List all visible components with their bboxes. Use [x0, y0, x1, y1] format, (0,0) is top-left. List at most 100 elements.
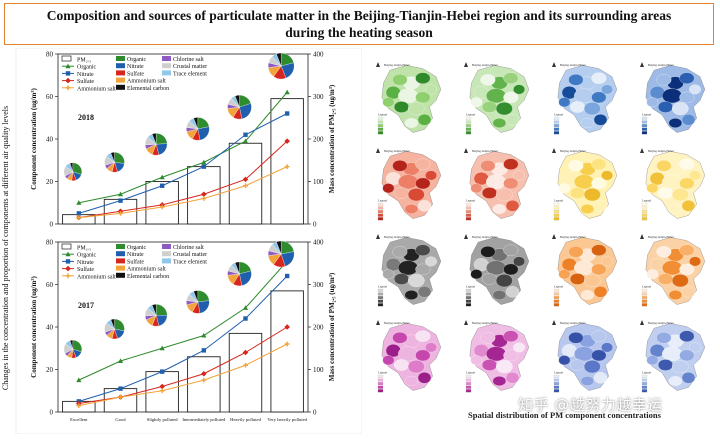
ec-map: Beijing-tianjin-Hebei Legend [372, 231, 454, 311]
region-cell [513, 342, 525, 353]
legend-swatch [641, 382, 648, 386]
pie-3 [186, 290, 210, 314]
legend-label: Sulfate [77, 78, 94, 85]
legend-label: Trace element [173, 71, 207, 77]
chart-2018: 0 20 40 60 80 0 100 200 300 400 Component concentr… [30, 51, 336, 229]
pie-slice [193, 290, 198, 303]
region-cell [580, 204, 595, 214]
region-cell [404, 376, 419, 386]
region-cell [658, 359, 674, 371]
legend-swatch [377, 202, 384, 206]
region-cell [513, 84, 525, 95]
nitrate-map-2: Beijing-tianjin-Hebei Legend [636, 59, 718, 139]
region-cell [482, 273, 498, 285]
region-cell [570, 359, 586, 371]
crustal-map-2: Beijing-tianjin-Hebei Legend [460, 317, 542, 397]
region-cell [417, 286, 432, 298]
legend-swatch [465, 217, 472, 221]
legend-label: Sulfate [127, 258, 144, 265]
north-arrow-icon [376, 62, 380, 67]
region-cell [482, 101, 498, 113]
region-cell [583, 188, 601, 202]
region-cell [482, 359, 498, 371]
legend-label: Nitrate [127, 252, 144, 258]
pie-0 [63, 162, 82, 181]
series-point-3 [243, 183, 248, 189]
legend-swatch [553, 288, 560, 292]
region-cell [392, 246, 408, 258]
region-cell [407, 188, 425, 202]
legend-swatch [641, 374, 648, 378]
pie-slice [110, 152, 115, 163]
sulfate-map-2: Beijing-tianjin-Hebei Legend [460, 145, 542, 225]
pie-slice [193, 117, 198, 129]
north-arrow-icon [464, 320, 468, 325]
maps-svg: Beijing-tianjin-HebeiLegendBeijing-tianj… [372, 59, 718, 397]
charts-panel: Changes in the concentration and proport… [1, 47, 363, 435]
series-point-1 [284, 273, 290, 279]
legend-swatch [377, 210, 384, 214]
pie-2 [145, 133, 168, 156]
legend-swatch [377, 292, 384, 296]
series-line-1 [78, 113, 288, 214]
region-cell [407, 360, 425, 374]
series-point-1 [118, 198, 123, 203]
region-cell [398, 88, 419, 104]
region-cell [425, 84, 437, 95]
legend-swatch [641, 389, 648, 393]
y-tick-label: 20 [46, 366, 54, 374]
region-cell [394, 359, 410, 371]
y2-axis-label: Mass concentration of PM₂.₅ (ug/m³) [328, 272, 336, 381]
series-line-2 [78, 140, 288, 219]
series-point-1 [159, 183, 165, 188]
legend-swatch [377, 217, 384, 221]
map-legend-title: Legend [642, 285, 651, 289]
region-cell [415, 263, 431, 276]
pie-slice [69, 339, 73, 350]
region-cell [679, 177, 695, 190]
region-cell [681, 286, 696, 298]
legend-swatch [641, 299, 648, 303]
legend-swatch [465, 374, 472, 378]
region-cell [580, 290, 595, 300]
region-cell [583, 274, 601, 288]
x-tick-label: Slightly polluted [147, 417, 178, 422]
region-cell [570, 187, 586, 199]
x-tick-label: Good [115, 417, 126, 422]
region-cell [681, 200, 696, 212]
legend-marker [65, 63, 71, 69]
legend-label: PM₂.₅ [77, 58, 91, 64]
legend-swatch [377, 116, 384, 120]
region-cell [492, 118, 507, 128]
legend-swatch [377, 378, 384, 382]
y-tick-label: 80 [46, 239, 54, 247]
legend-swatch [465, 299, 472, 303]
pie-slice [276, 52, 282, 67]
legend-label: Elemental carbon [127, 274, 169, 280]
region-cell [415, 91, 431, 104]
series-point-2 [284, 324, 290, 330]
legend-swatch [553, 127, 560, 131]
outer-ylabel: Changes in the concentration and proport… [2, 106, 10, 390]
map-legend-title: Legend [378, 199, 387, 203]
region-cell [505, 200, 520, 212]
y-tick-label: 40 [46, 136, 54, 144]
region-cell [568, 160, 584, 172]
legend-swatch [377, 120, 384, 124]
region-cell [505, 372, 520, 384]
region-cell [407, 102, 425, 116]
legend-label: Ammonium salt [127, 267, 166, 273]
map-legend-title: Legend [466, 113, 475, 117]
map-legend-title: Legend [642, 113, 651, 117]
y2-tick-label: 100 [313, 178, 324, 186]
series-point-3 [118, 394, 123, 400]
legend-swatch [641, 292, 648, 296]
region-cell [568, 246, 584, 258]
legend-swatch [465, 116, 472, 120]
nitrate-map: Beijing-tianjin-Hebei Legend [548, 59, 630, 139]
legend-swatch [377, 385, 384, 389]
legend-swatch [553, 292, 560, 296]
legend-swatch [641, 385, 648, 389]
crustal-map: Beijing-tianjin-Hebei Legend [372, 317, 454, 397]
map-title: Beijing-tianjin-Hebei [648, 235, 674, 239]
